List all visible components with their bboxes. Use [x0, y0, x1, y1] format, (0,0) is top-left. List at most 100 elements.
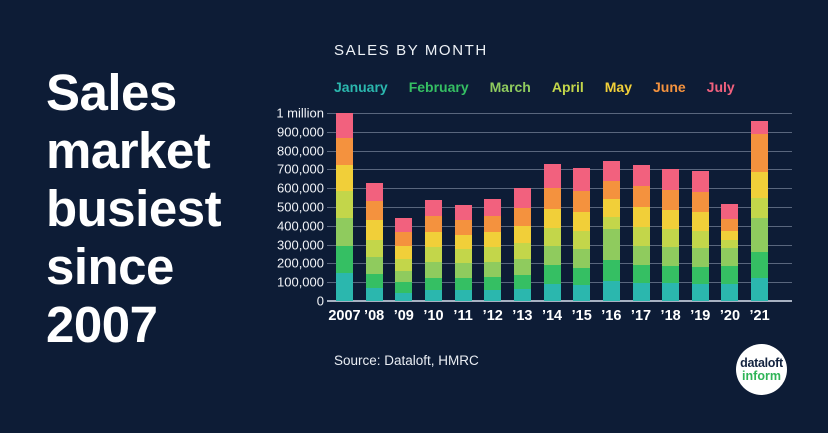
legend-item: March — [489, 79, 531, 95]
bar-segment-february — [365, 273, 383, 288]
bar-09 — [395, 218, 413, 301]
x-axis-label: ’20 — [719, 308, 741, 324]
bar-11 — [454, 205, 472, 301]
bar-segment-july — [751, 120, 769, 134]
bar-segment-february — [424, 277, 442, 290]
bar-2007 — [336, 113, 353, 301]
x-axis-label: ’17 — [630, 308, 652, 324]
bar-segment-july — [395, 218, 413, 233]
y-axis-label: 400,000 — [277, 218, 324, 234]
bar-segment-february — [573, 268, 591, 286]
bar-segment-may — [336, 164, 353, 192]
bar-segment-june — [602, 180, 620, 199]
bar-segment-may — [395, 245, 413, 259]
x-axis-labels: 2007’08 ’09 ’10 ’11 ’12 ’13 ’14 ’15 ’16 ’17 ’18 ’19… — [328, 308, 792, 328]
headline-line: Sales — [46, 64, 177, 121]
bar-segment-april — [424, 247, 442, 263]
bar-10 — [424, 200, 442, 301]
bar-segment-march — [454, 263, 472, 278]
y-axis-label: 600,000 — [277, 180, 324, 196]
x-axis-label: ’14 — [541, 308, 563, 324]
bar-segment-june — [484, 216, 502, 233]
bar-segment-march — [543, 245, 561, 266]
bar-segment-april — [543, 227, 561, 246]
bar-segment-march — [721, 248, 739, 267]
x-axis-label: ’10 — [423, 308, 444, 324]
bar-segment-february — [662, 266, 680, 284]
chart-title: SALES BY MONTH — [334, 42, 488, 59]
bar-segment-may — [454, 235, 472, 250]
bar-segment-february — [721, 266, 739, 285]
bar-segment-june — [336, 138, 353, 165]
bar-segment-april — [365, 239, 383, 257]
bar-17 — [632, 164, 650, 301]
bar-15 — [573, 167, 591, 301]
x-axis-label: ’09 — [393, 308, 414, 324]
bar-segment-may — [632, 207, 650, 227]
bar-segment-april — [484, 247, 502, 262]
bar-segment-april — [395, 258, 413, 271]
y-axis-label: 1 million — [276, 105, 324, 121]
bar-segment-may — [573, 211, 591, 231]
bar-segment-may — [365, 220, 383, 240]
bar-segment-april — [513, 242, 531, 259]
logo-text-inform: inform — [742, 368, 781, 383]
gridline — [327, 113, 792, 114]
bar-segment-march — [602, 228, 620, 260]
bar-segment-july — [543, 163, 561, 189]
bar-segment-june — [691, 192, 709, 212]
y-axis-label: 500,000 — [277, 199, 324, 215]
y-axis-label: 700,000 — [277, 161, 324, 177]
bar-segment-february — [336, 245, 353, 273]
x-axis-label: ’18 — [660, 308, 681, 324]
bar-segment-april — [336, 191, 353, 219]
bar-segment-january — [395, 292, 413, 301]
bar-segment-may — [691, 211, 709, 231]
bar-segment-february — [513, 274, 531, 289]
bar-08 — [365, 182, 383, 301]
bar-segment-april — [573, 230, 591, 250]
bar-segment-may — [751, 172, 769, 198]
bar-segment-july — [691, 171, 709, 192]
headline-line: 2007 — [46, 296, 158, 353]
bar-segment-june — [395, 232, 413, 246]
bar-segment-july — [365, 182, 383, 202]
bar-segment-july — [513, 188, 531, 208]
bar-segment-june — [721, 219, 739, 231]
bar-segment-february — [751, 252, 769, 279]
bar-segment-january — [484, 289, 502, 301]
bar-segment-april — [602, 217, 620, 229]
bar-segment-march — [365, 256, 383, 274]
bar-segment-march — [751, 218, 769, 253]
legend-item: April — [551, 79, 584, 95]
bar-segment-july — [454, 205, 472, 221]
x-axis-label: ’13 — [512, 308, 533, 324]
bar-segment-june — [632, 186, 650, 208]
bar-segment-may — [662, 209, 680, 229]
bar-segment-may — [513, 225, 531, 243]
bar-14 — [543, 163, 561, 301]
y-axis-label: 800,000 — [277, 143, 324, 159]
bar-segment-january — [691, 284, 709, 301]
source-note: Source: Dataloft, HMRC — [334, 353, 479, 368]
bar-segment-july — [662, 169, 680, 191]
legend-item: July — [706, 79, 735, 95]
bar-segment-may — [721, 230, 739, 240]
bar-12 — [484, 198, 502, 301]
bar-segment-april — [721, 239, 739, 249]
bar-segment-june — [365, 201, 383, 221]
legend-item: June — [652, 79, 686, 95]
legend-item: January — [334, 79, 388, 95]
x-axis-label: ’15 — [571, 308, 592, 324]
headline-line: since — [46, 238, 174, 295]
bar-segment-july — [602, 160, 620, 181]
bar-segment-january — [573, 285, 591, 301]
bar-segment-february — [454, 277, 472, 290]
bar-segment-may — [602, 198, 620, 218]
bar-segment-june — [573, 191, 591, 212]
bar-segment-may — [424, 232, 442, 248]
y-axis-label: 100,000 — [277, 274, 324, 290]
bar-segment-march — [336, 218, 353, 246]
x-axis-line — [327, 300, 792, 302]
